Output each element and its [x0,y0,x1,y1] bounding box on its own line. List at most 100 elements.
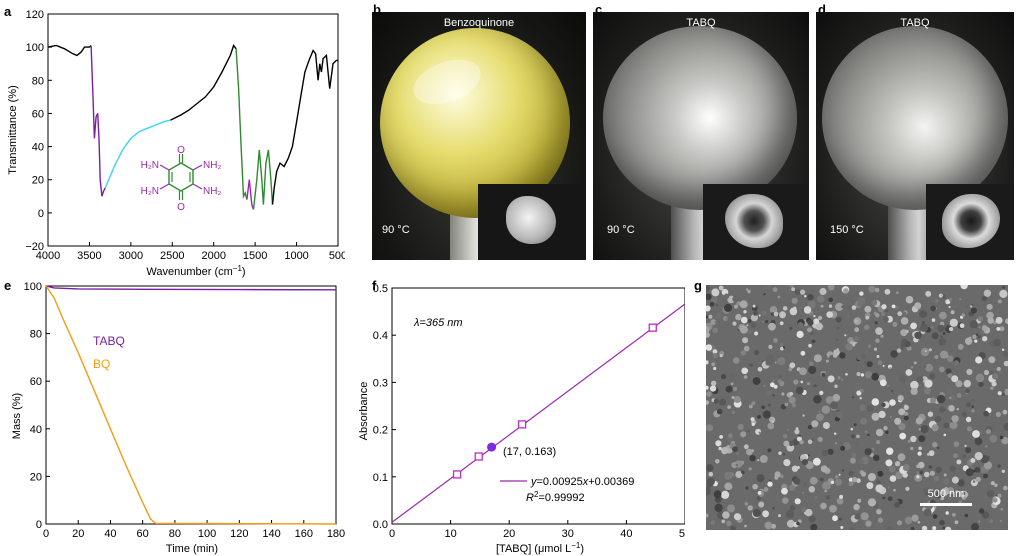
sem-grain [844,334,847,337]
sem-grain [989,519,994,524]
sem-grain [961,495,966,500]
title-c: TABQ [686,17,716,29]
sem-grain [779,311,786,319]
sem-grain [825,495,830,500]
sem-grain [816,295,825,303]
sem-grain [817,436,823,442]
sem-grain [961,411,967,417]
sem-grain [903,404,909,411]
sem-grain [888,465,896,473]
sem-grain [864,430,868,434]
cal-axes-frame [391,287,685,525]
sem-grain [970,458,976,463]
sem-grain [711,362,716,367]
sem-grain [964,305,968,308]
sem-grain [835,338,839,341]
sem-grain [725,317,729,320]
sem-grain [989,435,998,443]
sem-grain [988,323,991,327]
sem-grain [871,372,879,381]
sem-grain [954,360,959,366]
sem-grain [848,470,854,477]
sem-grain [797,322,804,328]
sem-grain [916,464,920,469]
sem-grain [942,526,946,530]
sem-grain [945,368,952,375]
ftir-xtick-label-1: 3500 [77,250,101,262]
sem-grain [976,343,985,352]
sem-grain [943,473,947,477]
sem-grain [710,319,717,325]
sem-grain [706,305,711,312]
molecule-o-bot: O [177,202,185,213]
ftir-ytick-label-4: 60 [32,108,44,120]
sem-grain [780,474,784,479]
sem-grain [1005,318,1008,324]
sem-grain [875,484,884,493]
sem-grain [800,457,803,461]
sem-grain [952,513,956,517]
cal-xtick-label-5: 50 [679,528,685,540]
sem-grain [986,490,995,498]
sem-grain [949,297,953,302]
sem-grain [999,326,1005,332]
sem-grain [777,295,781,299]
sem-grain [939,311,947,320]
temp-d: 150 °C [830,224,864,236]
ftir-ylabel: Transmittance (%) [7,85,19,174]
sem-grain [885,309,888,313]
sem-grain [825,359,829,363]
sem-grain [949,396,952,399]
tabq-molecule: O O H₂N NH₂ H₂N NH₂ [141,145,222,213]
sem-grain [910,526,915,530]
sem-grain [898,423,906,431]
sem-grain [931,424,939,432]
sem-grain [796,330,804,338]
sem-grain [875,327,883,335]
sem-grain [950,310,955,315]
sem-grain [783,459,791,467]
sem-grain [959,298,962,301]
sem-grain [963,379,971,388]
sem-grain [851,434,856,439]
sem-grain [931,318,936,322]
tga-ytick-label-0: 0 [36,519,42,531]
sem-grain [839,494,844,499]
sem-grain [836,497,844,505]
sem-grain [923,508,932,517]
sem-grain [808,486,816,493]
tga-xtick-label-2: 40 [104,528,116,540]
sem-grain [864,324,870,330]
tga-xtick-label-6: 120 [230,528,248,540]
sem-grain [865,315,870,320]
ftir-series-4 [235,48,248,200]
sem-grain [988,356,996,364]
sem-grain [914,331,922,340]
sem-grain [952,453,959,459]
sem-grain [974,452,983,461]
sem-grain [784,402,789,407]
tga-ytick-label-2: 40 [30,424,42,436]
sem-grain [800,315,803,318]
sem-grain [778,451,782,455]
sem-grain [715,312,722,319]
sem-grain [759,455,768,463]
sem-grain [994,391,998,395]
sem-grain [721,519,726,524]
sem-grain [851,477,858,483]
molecule-nh2-br: NH₂ [203,186,221,197]
tga-axes-frame [45,285,337,525]
sem-grain [808,343,812,348]
sem-grain [845,343,853,351]
sem-grain [850,427,854,431]
sem-grain [742,337,749,344]
sem-grain [974,467,981,473]
sem-grain [736,451,740,455]
sem-grain [897,453,906,462]
ftir-xtick-label-2: 3000 [119,250,143,262]
sem-grain [758,431,761,434]
sem-grain [802,491,805,494]
ftir-axes-frame [47,13,339,247]
sem-grain [871,398,880,406]
tga-chart: Mass (%) Time (min) TABQ BQ 0 20 40 60 80 100… [11,281,345,555]
